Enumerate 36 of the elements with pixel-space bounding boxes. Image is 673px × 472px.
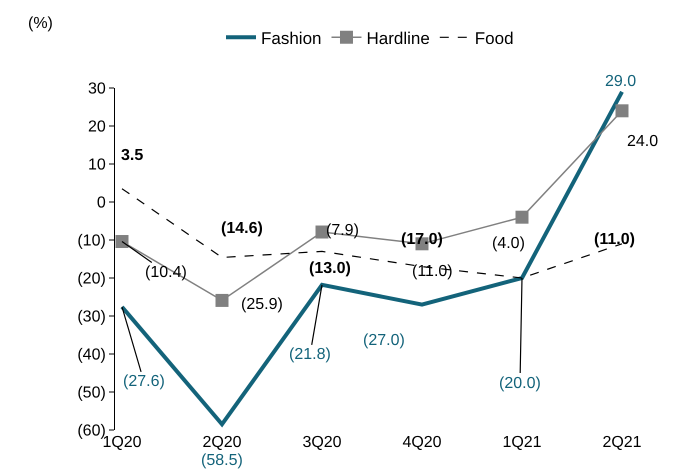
data-label: (11.0) bbox=[594, 231, 635, 248]
x-tick-label: 4Q20 bbox=[402, 434, 442, 451]
data-label: (58.5) bbox=[201, 452, 243, 469]
data-label: 3.5 bbox=[121, 147, 144, 164]
data-label: (10.4) bbox=[145, 264, 187, 281]
y-tick-label: 0 bbox=[96, 194, 106, 212]
data-label: (4.0) bbox=[492, 235, 525, 252]
legend-label: Food bbox=[474, 28, 514, 48]
x-tick-label: 2Q21 bbox=[602, 434, 642, 451]
y-tick-label: 30 bbox=[88, 80, 106, 98]
y-tick-label: (60) bbox=[77, 422, 106, 440]
data-label: (11.0) bbox=[412, 263, 453, 280]
data-label: (14.6) bbox=[221, 220, 263, 237]
x-tick-label: 3Q20 bbox=[302, 434, 342, 451]
y-axis-title: (%) bbox=[28, 15, 53, 32]
data-label: (25.9) bbox=[241, 296, 283, 313]
y-tick-label: 10 bbox=[88, 156, 106, 174]
data-label: (17.0) bbox=[401, 231, 443, 248]
data-label: (27.0) bbox=[363, 332, 405, 349]
data-label: (20.0) bbox=[499, 375, 541, 392]
x-tick-label: 2Q20 bbox=[202, 434, 242, 451]
y-tick-label: 20 bbox=[88, 118, 106, 136]
y-tick-label: (40) bbox=[77, 346, 106, 364]
y-tick-label: (10) bbox=[77, 232, 106, 250]
legend-label: Hardline bbox=[366, 28, 430, 48]
data-label: (7.9) bbox=[326, 222, 359, 239]
y-tick-label: (50) bbox=[77, 384, 106, 402]
data-label: (21.8) bbox=[289, 346, 331, 363]
data-label: (13.0) bbox=[309, 260, 351, 277]
legend-label: Fashion bbox=[261, 28, 322, 48]
x-tick-label: 1Q21 bbox=[502, 434, 542, 451]
data-label: 24.0 bbox=[627, 133, 658, 150]
y-tick-label: (30) bbox=[77, 308, 106, 326]
y-tick-label: (20) bbox=[77, 270, 106, 288]
data-label: 29.0 bbox=[605, 73, 636, 90]
data-label: (27.6) bbox=[123, 373, 165, 390]
